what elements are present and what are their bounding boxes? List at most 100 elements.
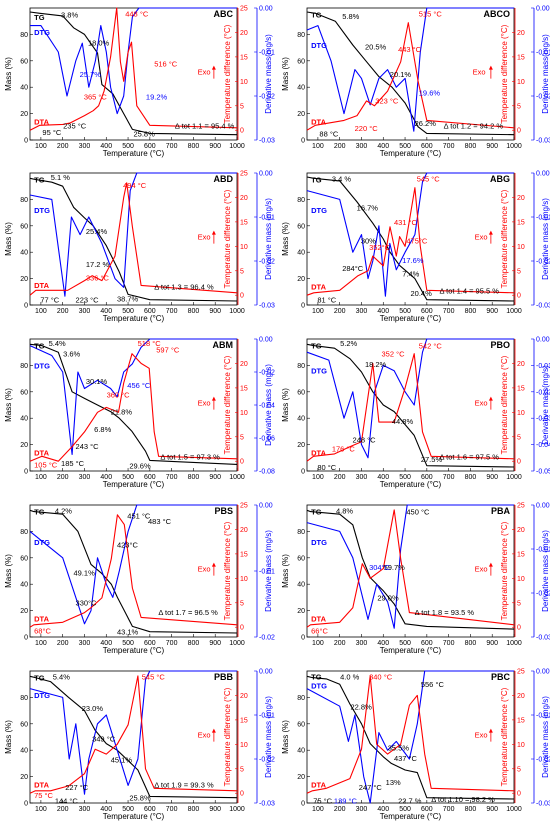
annotation-label: 16.7% [357, 203, 379, 212]
annotation-label: DTA [311, 449, 326, 458]
dta-tick-label: 10 [517, 742, 525, 749]
x-tick-label: 700 [443, 806, 455, 813]
annotation-label: 597 °C [156, 346, 180, 355]
dta-tick-label: 0 [517, 625, 521, 632]
annotation-label: 18.2% [365, 360, 387, 369]
x-tick-label: 200 [57, 308, 69, 315]
x-tick-label: 200 [334, 640, 346, 647]
dta-curve [29, 514, 238, 628]
y-tick-label: 80 [20, 695, 28, 702]
dtg-tick-label: -0.01 [536, 50, 550, 57]
dtg-tick-label: -0.03 [536, 635, 550, 642]
chart-panel-pbs: 100 200 300 400 500 600 700 800 900 1000020406080… [4, 503, 275, 656]
dta-tick-label: 20 [517, 361, 525, 368]
x-tick-label: 700 [166, 806, 178, 813]
dtg-axis-title: Derivative mass (mg/s) [264, 198, 273, 280]
y-tick-label: 40 [20, 748, 28, 755]
exo-arrow-head [488, 728, 493, 733]
x-tick-label: 600 [421, 806, 433, 813]
y-tick-label: 20 [20, 111, 28, 118]
y-tick-label: 60 [20, 223, 28, 230]
annotation-label: 456 °C [127, 381, 151, 390]
y-axis-title: Mass (%) [4, 222, 13, 256]
annotation-label: Exo [475, 564, 488, 573]
x-tick-label: 800 [465, 143, 477, 150]
annotation-label: 25.8% [134, 129, 156, 138]
y-tick-label: 0 [24, 303, 28, 310]
x-axis-title: Temperature (°C) [380, 646, 442, 655]
dtg-tick-label: -0.03 [536, 801, 550, 808]
dtg-tick-label: 0.00 [536, 669, 550, 676]
dtg-axis-title: Derivative mass (mg/s) [541, 696, 550, 778]
plot-frame [29, 338, 238, 472]
annotation-label: Δ tot 1.2 = 94.2 % [444, 121, 504, 130]
dta-tick-label: 10 [240, 79, 248, 86]
dta-tick-label: 25 [240, 171, 248, 178]
annotation-label: Δ tot 1.8 = 93.5 % [415, 608, 475, 617]
y-tick-label: 40 [297, 416, 305, 423]
annotation-label: 516 °C [154, 59, 178, 68]
exo-arrow-head [488, 65, 493, 70]
annotation-label: 545 °C [417, 174, 441, 183]
dtg-curve [29, 504, 237, 625]
x-tick-label: 500 [122, 474, 134, 481]
x-tick-label: 600 [144, 308, 156, 315]
annotation-label: 77 °C [40, 296, 59, 305]
tg-curve [29, 177, 238, 302]
chart-panel-pba: 100 200 300 400 500 600 700 800 900 1000020406080… [281, 503, 550, 656]
chart-panel-abd: 100 200 300 400 500 600 700 800 900 1000020406080… [4, 171, 275, 324]
dtg-curve [306, 338, 514, 459]
annotation-label: 227 °C [65, 783, 89, 792]
dta-tick-label: 15 [240, 551, 248, 558]
x-tick-label: 900 [486, 308, 498, 315]
annotation-label: DTG [34, 206, 50, 215]
y-tick-label: 0 [24, 801, 28, 808]
x-tick-label: 300 [79, 143, 91, 150]
dta-tick-label: 5 [240, 103, 244, 110]
x-tick-label: 400 [377, 474, 389, 481]
annotation-label: 25.4% [86, 227, 108, 236]
x-tick-label: 1000 [229, 806, 245, 813]
annotation-label: DTG [34, 28, 50, 37]
tg-curve [306, 675, 515, 800]
annotation-label: 38.7% [117, 294, 139, 303]
dtg-tick-label: -0.01 [536, 547, 550, 554]
chart-panel-pbo: 100 200 300 400 500 600 700 800 900 1000020406080… [281, 337, 550, 490]
x-tick-label: 700 [443, 640, 455, 647]
y-tick-label: 80 [297, 695, 305, 702]
dtg-tick-label: -0.02 [259, 370, 275, 377]
annotation-label: 20.5% [365, 42, 387, 51]
annotation-label: 5.8% [342, 12, 359, 21]
annotation-label: 5.4% [49, 339, 66, 348]
y-tick-label: 80 [20, 197, 28, 204]
annotation-label: 105 °C [34, 460, 58, 469]
exo-arrow-head [211, 65, 216, 70]
annotation-label: 25.8% [129, 794, 151, 803]
annotation-label: 25.7% [80, 70, 102, 79]
x-tick-label: 100 [312, 474, 324, 481]
x-tick-label: 200 [57, 143, 69, 150]
x-tick-label: 1000 [506, 806, 522, 813]
dta-tick-label: 15 [517, 551, 525, 558]
dtg-tick-label: -0.01 [536, 713, 550, 720]
annotation-label: 30.1% [86, 377, 108, 386]
annotation-label: 483 °C [148, 517, 172, 526]
dta-tick-label: 0 [517, 128, 521, 135]
annotation-label: 5.1 % [51, 173, 71, 182]
dta-tick-label: 20 [517, 195, 525, 202]
dta-tick-label: 20 [517, 527, 525, 534]
x-tick-label: 900 [209, 474, 221, 481]
dtg-tick-label: -0.01 [259, 713, 275, 720]
plot-frame [306, 670, 515, 804]
x-axis-title: Temperature (°C) [103, 149, 165, 158]
chart-title: ABM [213, 340, 234, 350]
annotation-label: 88 °C [319, 129, 338, 138]
x-tick-label: 700 [166, 474, 178, 481]
dtg-tick-label: -0.01 [259, 569, 275, 576]
x-tick-label: 500 [399, 806, 411, 813]
dtg-tick-label: -0.03 [259, 138, 275, 145]
plot-frame [29, 172, 238, 306]
annotation-label: 19.6% [419, 88, 441, 97]
annotation-label: 360 °C [107, 390, 131, 399]
annotation-label: 450 °C [406, 508, 430, 517]
